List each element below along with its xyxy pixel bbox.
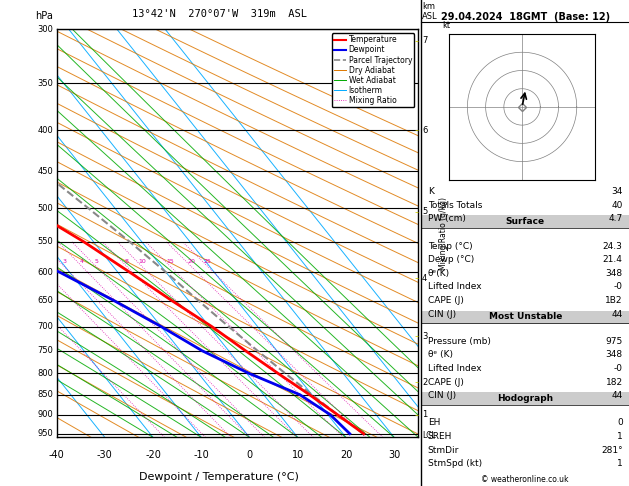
Text: 3: 3 bbox=[62, 260, 66, 264]
Text: Pressure (mb): Pressure (mb) bbox=[428, 337, 491, 346]
Text: Dewp (°C): Dewp (°C) bbox=[428, 255, 474, 264]
Text: 24.3: 24.3 bbox=[603, 242, 623, 251]
Text: 450: 450 bbox=[37, 167, 53, 176]
Text: 300: 300 bbox=[37, 25, 53, 34]
Text: 5: 5 bbox=[422, 208, 427, 216]
Text: Dewpoint / Temperature (°C): Dewpoint / Temperature (°C) bbox=[140, 472, 299, 482]
Text: -: - bbox=[415, 377, 418, 387]
Text: 1B2: 1B2 bbox=[605, 296, 623, 305]
Text: -: - bbox=[415, 207, 418, 217]
Text: hPa: hPa bbox=[35, 11, 53, 21]
Text: θᵉ(K): θᵉ(K) bbox=[428, 269, 450, 278]
Text: 30: 30 bbox=[388, 450, 400, 460]
Text: 8: 8 bbox=[125, 260, 129, 264]
Text: LCL: LCL bbox=[422, 431, 436, 440]
Text: 7: 7 bbox=[422, 36, 427, 45]
Text: Temp (°C): Temp (°C) bbox=[428, 242, 472, 251]
Text: Most Unstable: Most Unstable bbox=[489, 312, 562, 321]
Text: -20: -20 bbox=[145, 450, 161, 460]
Text: 29.04.2024  18GMT  (Base: 12): 29.04.2024 18GMT (Base: 12) bbox=[441, 12, 610, 22]
Text: 400: 400 bbox=[37, 125, 53, 135]
Text: 21.4: 21.4 bbox=[603, 255, 623, 264]
Text: 20: 20 bbox=[340, 450, 352, 460]
Text: StmDir: StmDir bbox=[428, 446, 459, 455]
Text: SREH: SREH bbox=[428, 432, 452, 441]
Text: 2: 2 bbox=[422, 378, 427, 386]
Text: 0: 0 bbox=[617, 418, 623, 428]
Text: 348: 348 bbox=[606, 269, 623, 278]
Text: 281°: 281° bbox=[601, 446, 623, 455]
Text: 1: 1 bbox=[617, 459, 623, 469]
Text: -: - bbox=[415, 35, 418, 46]
Text: 350: 350 bbox=[37, 79, 53, 88]
Text: 750: 750 bbox=[37, 346, 53, 355]
Text: 650: 650 bbox=[37, 296, 53, 305]
Text: Lifted Index: Lifted Index bbox=[428, 364, 481, 373]
Text: Surface: Surface bbox=[506, 217, 545, 226]
Text: 13°42'N  270°07'W  319m  ASL: 13°42'N 270°07'W 319m ASL bbox=[132, 9, 307, 19]
Text: 700: 700 bbox=[37, 322, 53, 331]
Text: 10: 10 bbox=[292, 450, 304, 460]
Text: Hodograph: Hodograph bbox=[497, 394, 554, 403]
Text: CIN (J): CIN (J) bbox=[428, 310, 456, 319]
Text: θᵉ (K): θᵉ (K) bbox=[428, 350, 453, 360]
Text: 975: 975 bbox=[606, 337, 623, 346]
Text: -40: -40 bbox=[48, 450, 65, 460]
Text: 25: 25 bbox=[204, 260, 212, 264]
Text: -: - bbox=[415, 125, 418, 135]
Text: 4.7: 4.7 bbox=[608, 214, 623, 224]
Text: 44: 44 bbox=[611, 310, 623, 319]
Text: 4: 4 bbox=[80, 260, 84, 264]
Text: 0: 0 bbox=[247, 450, 253, 460]
Text: © weatheronline.co.uk: © weatheronline.co.uk bbox=[481, 474, 569, 484]
Text: Totals Totals: Totals Totals bbox=[428, 201, 482, 210]
Text: 5: 5 bbox=[94, 260, 98, 264]
Text: 182: 182 bbox=[606, 378, 623, 387]
Text: 500: 500 bbox=[37, 204, 53, 213]
Text: -0: -0 bbox=[614, 282, 623, 292]
Text: PW (cm): PW (cm) bbox=[428, 214, 465, 224]
Text: 40: 40 bbox=[611, 201, 623, 210]
Text: -: - bbox=[415, 410, 418, 420]
Text: -0: -0 bbox=[614, 364, 623, 373]
Text: 348: 348 bbox=[606, 350, 623, 360]
Text: kt: kt bbox=[442, 20, 450, 30]
Text: 800: 800 bbox=[37, 369, 53, 378]
Text: 850: 850 bbox=[37, 390, 53, 399]
Text: 34: 34 bbox=[611, 187, 623, 196]
Text: -: - bbox=[415, 273, 418, 283]
Text: CIN (J): CIN (J) bbox=[428, 391, 456, 400]
Text: 15: 15 bbox=[167, 260, 174, 264]
Text: Mixing Ratio (g/kg): Mixing Ratio (g/kg) bbox=[439, 197, 448, 270]
Text: 4: 4 bbox=[422, 274, 427, 283]
Text: -30: -30 bbox=[97, 450, 113, 460]
Text: CAPE (J): CAPE (J) bbox=[428, 378, 464, 387]
Text: EH: EH bbox=[428, 418, 440, 428]
Text: km
ASL: km ASL bbox=[422, 1, 438, 21]
Text: 600: 600 bbox=[37, 268, 53, 277]
Text: 3: 3 bbox=[422, 332, 427, 341]
Text: Lifted Index: Lifted Index bbox=[428, 282, 481, 292]
Text: 900: 900 bbox=[37, 410, 53, 419]
Legend: Temperature, Dewpoint, Parcel Trajectory, Dry Adiabat, Wet Adiabat, Isotherm, Mi: Temperature, Dewpoint, Parcel Trajectory… bbox=[332, 33, 415, 107]
Text: 6: 6 bbox=[422, 125, 427, 135]
Text: -: - bbox=[415, 331, 418, 342]
Text: -10: -10 bbox=[193, 450, 209, 460]
Text: 1: 1 bbox=[422, 410, 427, 419]
Text: StmSpd (kt): StmSpd (kt) bbox=[428, 459, 482, 469]
Text: 44: 44 bbox=[611, 391, 623, 400]
Text: CAPE (J): CAPE (J) bbox=[428, 296, 464, 305]
Text: 950: 950 bbox=[37, 429, 53, 438]
Text: 20: 20 bbox=[187, 260, 195, 264]
Text: K: K bbox=[428, 187, 433, 196]
Text: 550: 550 bbox=[37, 237, 53, 246]
Text: 10: 10 bbox=[138, 260, 146, 264]
Text: 1: 1 bbox=[617, 432, 623, 441]
